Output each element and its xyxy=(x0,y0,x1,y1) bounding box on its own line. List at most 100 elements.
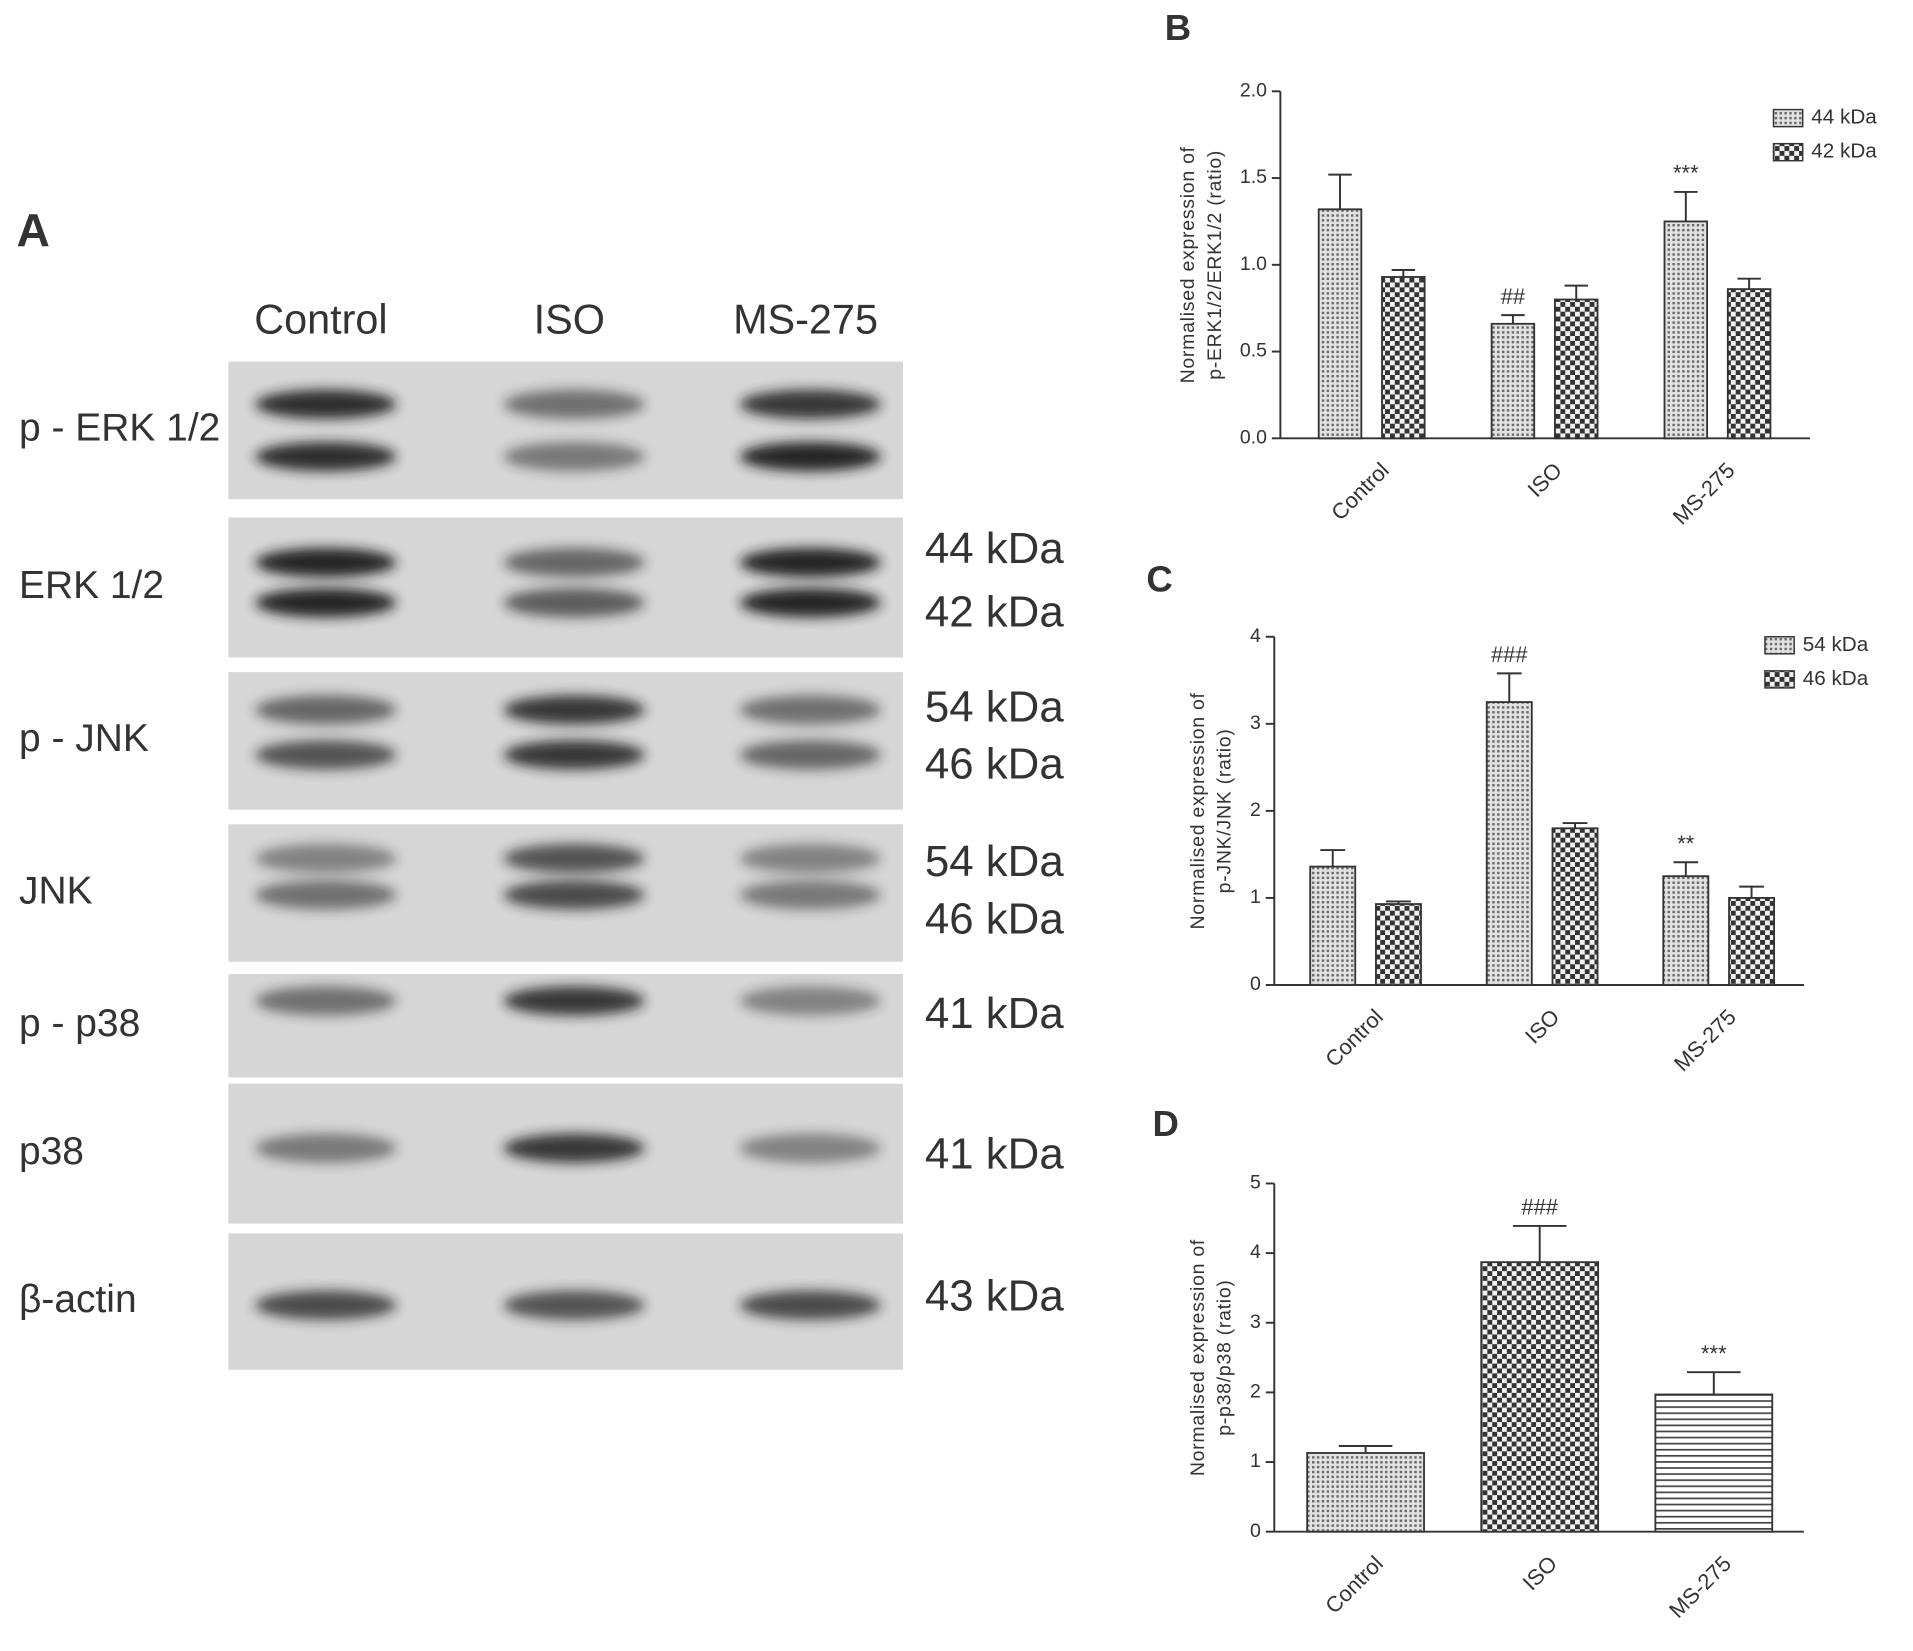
y-tick-label: 1 xyxy=(1250,1450,1261,1472)
blot-band xyxy=(503,843,645,873)
x-tick-label: Control xyxy=(1320,1004,1388,1072)
blot-band xyxy=(503,695,645,725)
significance-label: ## xyxy=(1501,284,1526,309)
legend-label: 42 kDa xyxy=(1811,140,1877,163)
row-label: p - ERK 1/2 xyxy=(19,407,220,450)
error-bar xyxy=(1338,1445,1393,1453)
y-tick-label: 1 xyxy=(1250,886,1261,908)
legend-label: 46 kDa xyxy=(1803,667,1869,690)
blot-band xyxy=(503,1133,645,1163)
legend-label: 54 kDa xyxy=(1803,633,1869,656)
error-bar xyxy=(1391,269,1416,277)
bar xyxy=(1485,701,1533,986)
bar xyxy=(1728,897,1775,986)
y-axis-label: p-p38/p38 (ratio) xyxy=(1214,1279,1236,1435)
row-label: β-actin xyxy=(19,1278,137,1321)
panel-label: D xyxy=(1153,1103,1179,1144)
y-axis-label: Normalised expression of xyxy=(1187,1239,1209,1476)
size-label: 54 kDa xyxy=(925,837,1064,886)
legend-swatch xyxy=(1764,636,1795,655)
blot-band xyxy=(255,389,397,419)
blot-band xyxy=(739,880,882,910)
blot-band xyxy=(503,441,645,472)
y-axis-label: Normalised expression of xyxy=(1177,146,1199,383)
blot-band xyxy=(503,389,645,419)
size-label: 44 kDa xyxy=(925,524,1064,573)
size-label: 54 kDa xyxy=(925,682,1064,731)
blot-band xyxy=(255,588,397,618)
bar xyxy=(1381,276,1426,440)
lane-label: Control xyxy=(254,297,387,343)
bar xyxy=(1726,288,1772,440)
y-tick-label: 4 xyxy=(1250,1241,1261,1263)
y-tick-label: 0.5 xyxy=(1240,340,1267,362)
error-bar xyxy=(1737,277,1761,290)
bar xyxy=(1490,322,1536,440)
error-bar xyxy=(1673,861,1699,877)
bar xyxy=(1554,298,1599,440)
blot-strip xyxy=(228,361,903,500)
legend-swatch xyxy=(1772,142,1804,162)
bar xyxy=(1480,1261,1600,1533)
y-tick-label: 1.5 xyxy=(1240,166,1267,188)
blot-band xyxy=(255,880,397,910)
blot-strip xyxy=(228,517,903,658)
y-tick-label: 0 xyxy=(1250,1520,1261,1542)
error-bar xyxy=(1512,1224,1567,1263)
y-tick-label: 1.0 xyxy=(1240,253,1267,275)
blot-band xyxy=(739,740,882,770)
legend-swatch xyxy=(1772,108,1804,128)
blot-band xyxy=(503,588,645,618)
y-axis-label: p-ERK1/2/ERK1/2 (ratio) xyxy=(1204,150,1226,380)
panel-label: A xyxy=(17,204,50,256)
error-bar xyxy=(1562,822,1588,829)
bar xyxy=(1663,220,1709,440)
blot-band xyxy=(255,1133,397,1163)
error-bar xyxy=(1496,672,1522,703)
legend-swatch xyxy=(1764,670,1795,689)
blot-band xyxy=(739,1133,882,1163)
row-label: ERK 1/2 xyxy=(19,564,164,607)
bar xyxy=(1309,865,1357,986)
row-label: p - JNK xyxy=(19,717,149,760)
x-tick-label: MS-275 xyxy=(1664,1551,1736,1623)
y-tick-label: 3 xyxy=(1250,1311,1261,1333)
error-bar xyxy=(1320,849,1346,867)
row-label: JNK xyxy=(19,869,93,912)
error-bar xyxy=(1739,885,1764,898)
significance-label: *** xyxy=(1673,161,1699,186)
blot-band xyxy=(255,547,397,578)
blot-band xyxy=(739,695,882,725)
blot-band xyxy=(255,986,397,1016)
blot-band xyxy=(739,441,882,472)
x-tick-label: Control xyxy=(1320,1551,1388,1619)
y-tick-label: 5 xyxy=(1250,1172,1261,1194)
size-label: 41 kDa xyxy=(925,1129,1064,1178)
y-tick-label: 2 xyxy=(1250,1381,1261,1403)
y-tick-label: 2.0 xyxy=(1240,79,1267,101)
blot-band xyxy=(255,441,397,472)
error-bar xyxy=(1674,190,1698,222)
blot-band xyxy=(503,1290,645,1320)
significance-label: ** xyxy=(1677,831,1695,856)
size-label: 46 kDa xyxy=(925,894,1064,943)
error-bar xyxy=(1386,900,1411,905)
panel-label: B xyxy=(1165,7,1191,48)
x-tick-label: ISO xyxy=(1522,457,1566,501)
error-bar xyxy=(1501,314,1525,324)
blot-band xyxy=(503,986,645,1016)
error-bar xyxy=(1328,173,1352,210)
blot-band xyxy=(503,547,645,578)
y-axis-label: p-JNK/JNK (ratio) xyxy=(1214,728,1236,893)
y-axis-label: Normalised expression of xyxy=(1187,692,1209,929)
y-tick-label: 3 xyxy=(1250,712,1261,734)
x-tick-label: Control xyxy=(1326,457,1394,525)
blot-band xyxy=(255,740,397,770)
significance-label: *** xyxy=(1701,1341,1727,1366)
bar xyxy=(1375,903,1422,986)
bar xyxy=(1551,827,1599,986)
blot-band xyxy=(503,880,645,910)
size-label: 46 kDa xyxy=(925,740,1064,789)
bar xyxy=(1306,1452,1425,1533)
size-label: 42 kDa xyxy=(925,587,1064,636)
